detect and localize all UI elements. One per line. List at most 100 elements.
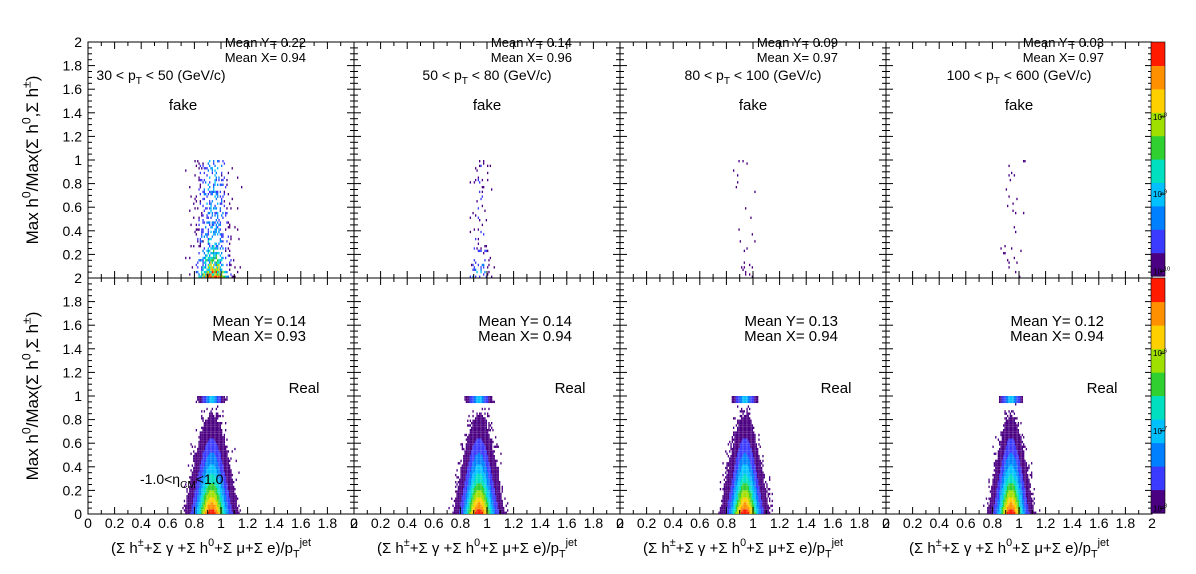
heatmap-cell: [201, 259, 203, 262]
heatmap-cell: [218, 396, 220, 399]
heatmap-cell: [729, 506, 731, 510]
heatmap-cell: [735, 506, 738, 510]
heatmap-cell: [491, 481, 493, 484]
heatmap-cell: [737, 455, 739, 458]
heatmap-cell: [730, 483, 732, 486]
heatmap-cell: [765, 509, 767, 512]
heatmap-cell: [750, 445, 752, 448]
heatmap-cell: [755, 476, 758, 479]
heatmap-cell: [758, 499, 760, 503]
heatmap-cell: [731, 490, 734, 493]
heatmap-cell: [493, 488, 495, 491]
heatmap-cell: [1031, 462, 1033, 465]
heatmap-cell: [473, 462, 476, 465]
heatmap-cell: [485, 483, 488, 486]
heatmap-cell: [468, 462, 470, 465]
heatmap-cell: [203, 483, 206, 486]
heatmap-cell: [996, 490, 998, 493]
heatmap-cell: [183, 485, 186, 489]
heatmap-cell: [750, 447, 752, 451]
heatmap-cell: [762, 455, 764, 458]
heatmap-cell: [471, 450, 473, 453]
heatmap-cell: [759, 459, 761, 463]
heatmap-cell: [1003, 450, 1005, 453]
heatmap-cell: [217, 275, 219, 278]
heatmap-cell: [1023, 499, 1025, 503]
heatmap-cell: [195, 488, 198, 491]
heatmap-cell: [479, 440, 481, 444]
heatmap-cell: [235, 459, 237, 463]
heatmap-cell: [737, 471, 739, 474]
heatmap-cell: [734, 495, 736, 498]
heatmap-cell: [199, 447, 202, 451]
heatmap-cell: [754, 485, 756, 489]
heatmap-cell: [222, 447, 224, 451]
heatmap-cell: [497, 466, 499, 470]
heatmap-cell: [738, 476, 740, 479]
heatmap-cell: [481, 504, 484, 507]
heatmap-cell: [472, 464, 474, 467]
heatmap-cell: [197, 495, 199, 498]
heatmap-cell: [206, 471, 208, 474]
heatmap-cell: [1015, 483, 1017, 486]
heatmap-cell: [210, 492, 212, 496]
heatmap-cell: [726, 490, 728, 493]
heatmap-cell: [746, 509, 748, 512]
heatmap-cell: [219, 502, 222, 505]
heatmap-cell: [207, 249, 210, 253]
heatmap-cell: [1011, 495, 1013, 498]
heatmap-cell: [209, 504, 211, 507]
heatmap-cell: [488, 436, 490, 439]
heatmap-cell: [217, 417, 219, 420]
heatmap-cell: [226, 457, 228, 460]
heatmap-cell: [753, 478, 755, 481]
heatmap-cell: [734, 509, 736, 512]
heatmap-cell: [477, 438, 480, 441]
heatmap-cell: [731, 457, 734, 460]
heatmap-cell: [214, 504, 216, 507]
heatmap-cell: [489, 488, 492, 491]
heatmap-cell: [1021, 452, 1024, 455]
heatmap-cell: [477, 488, 480, 491]
heatmap-cell: [219, 266, 222, 269]
heatmap-cell: [739, 438, 742, 441]
heatmap-cell: [186, 504, 188, 507]
heatmap-cell: [1012, 462, 1014, 465]
heatmap-cell: [1004, 504, 1006, 507]
heatmap-cell: [996, 469, 998, 472]
heatmap-cell: [750, 485, 752, 489]
heatmap-cell: [209, 457, 211, 460]
heatmap-cell: [233, 511, 235, 514]
heatmap-cell: [487, 440, 489, 444]
heatmap-cell: [1000, 455, 1002, 458]
heatmap-cell: [726, 504, 728, 507]
heatmap-cell: [1025, 485, 1028, 489]
heatmap-cell: [190, 506, 192, 510]
heatmap-cell: [202, 452, 204, 455]
heatmap-cell: [227, 511, 230, 514]
heatmap-cell: [1027, 495, 1029, 498]
heatmap-cell: [453, 511, 456, 514]
heatmap-cell: [1008, 459, 1010, 463]
heatmap-cell: [213, 414, 215, 418]
heatmap-cell: [191, 476, 194, 479]
heatmap-cell: [464, 466, 466, 470]
heatmap-cell: [476, 412, 478, 415]
heatmap-cell: [491, 499, 493, 503]
heatmap-cell: [487, 464, 489, 467]
heatmap-cell: [475, 469, 477, 472]
heatmap-cell: [739, 410, 742, 413]
heatmap-cell: [747, 414, 750, 418]
heatmap-cell: [1004, 506, 1006, 510]
heatmap-cell: [469, 216, 472, 219]
heatmap-cell: [460, 499, 462, 503]
heatmap-cell: [1033, 502, 1035, 505]
heatmap-cell: [750, 490, 752, 493]
heatmap-cell: [235, 478, 237, 481]
heatmap-cell: [496, 488, 498, 491]
heatmap-cell: [209, 186, 211, 189]
heatmap-cell: [743, 464, 746, 467]
heatmap-cell: [203, 188, 206, 191]
heatmap-cell: [1021, 450, 1024, 453]
